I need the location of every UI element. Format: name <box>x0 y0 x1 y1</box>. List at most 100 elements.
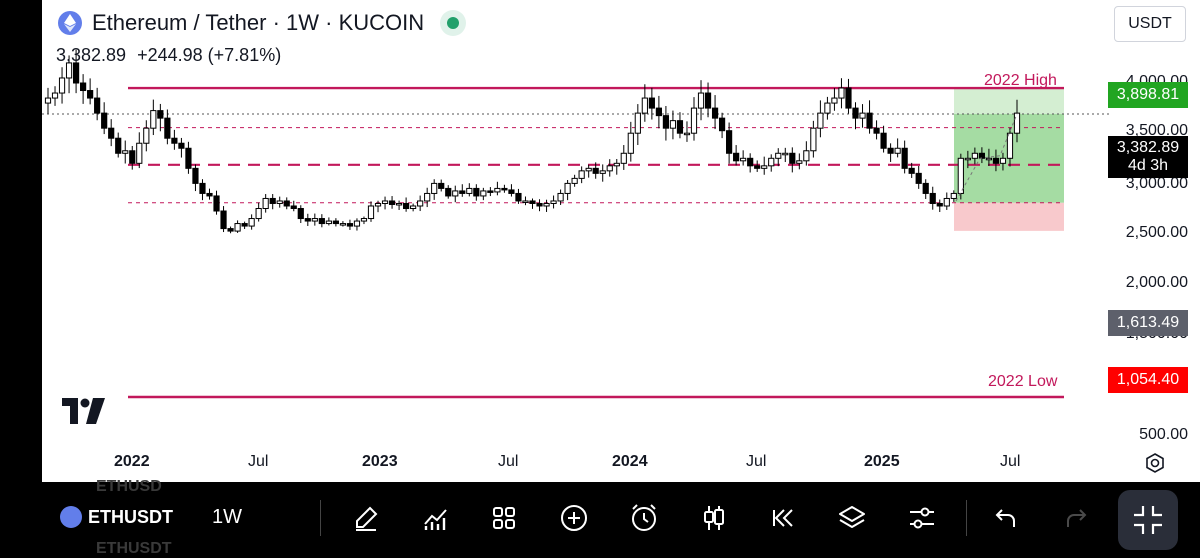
candle-body <box>662 115 670 129</box>
candle-body <box>599 170 606 174</box>
candle-body <box>782 152 789 156</box>
candle-body <box>655 107 662 117</box>
y-tick: 2,500.00 <box>1125 224 1188 241</box>
candle-body <box>754 165 761 169</box>
layers-icon[interactable] <box>836 502 868 534</box>
candle-body <box>318 218 325 225</box>
candles-icon[interactable] <box>698 502 730 534</box>
x-tick: 2024 <box>612 453 648 470</box>
price-tag-last-value: 3,382.89 <box>1116 139 1180 156</box>
x-tick: 2025 <box>864 453 900 470</box>
candle-body <box>669 120 677 129</box>
candle-body <box>936 202 943 207</box>
candle-body <box>522 200 529 203</box>
candle-body <box>424 192 431 202</box>
candle-body <box>803 150 810 162</box>
candle-body <box>627 132 634 154</box>
candle-body <box>578 170 585 179</box>
candle-body <box>80 82 87 92</box>
candle-body <box>838 87 845 99</box>
x-tick: Jul <box>248 453 269 470</box>
candle-body <box>220 210 227 230</box>
candle-body <box>276 200 283 204</box>
candle-body <box>634 112 641 134</box>
candle-body <box>388 200 396 205</box>
candle-body <box>529 200 536 204</box>
candle-body <box>51 92 59 99</box>
candle-body <box>515 192 522 202</box>
candle-body <box>94 97 101 114</box>
candle-body <box>845 87 852 109</box>
candle-body <box>143 127 150 144</box>
candle-body <box>957 157 964 194</box>
redo-icon[interactable] <box>1060 502 1092 534</box>
symbol-button[interactable]: ETHUSDT <box>60 506 173 528</box>
price-change: +244.98 (+7.81%) <box>137 45 282 65</box>
candle-body <box>1013 112 1021 134</box>
candle-body <box>417 200 424 207</box>
candle-body <box>150 110 157 129</box>
templates-icon[interactable] <box>488 502 520 534</box>
candle-body <box>571 177 578 184</box>
pencil-icon[interactable] <box>350 502 382 534</box>
candle-body <box>241 223 248 227</box>
candle-body <box>290 205 297 210</box>
fullscreen-collapse-icon[interactable] <box>1118 490 1178 550</box>
candle-body <box>487 190 494 193</box>
candle-body <box>473 187 480 197</box>
candle-body <box>613 162 620 167</box>
candle-body <box>311 218 318 222</box>
undo-icon[interactable] <box>990 502 1022 534</box>
candle-body <box>648 97 655 109</box>
candle-body <box>761 165 768 169</box>
candle-body <box>690 107 698 134</box>
candle-body <box>410 205 417 210</box>
candle-body <box>789 152 796 164</box>
candle-body <box>508 189 515 194</box>
candle-body <box>304 218 311 222</box>
candle-body <box>908 167 915 174</box>
settings-sliders-icon[interactable] <box>906 502 938 534</box>
candle-body <box>480 190 487 197</box>
candle-body <box>248 218 255 227</box>
candle-body <box>72 62 80 84</box>
add-icon[interactable] <box>558 502 590 534</box>
candle-body <box>831 97 838 104</box>
chart-title: Ethereum / Tether · 1W · KUCOIN <box>92 10 425 35</box>
candle-body <box>873 127 880 134</box>
candle-body <box>367 205 375 220</box>
price-tag-last: 3,382.89 4d 3h <box>1108 136 1188 178</box>
candle-body <box>185 147 192 169</box>
currency-button[interactable]: USDT <box>1114 6 1186 42</box>
candle-body <box>255 208 262 220</box>
x-tick: Jul <box>746 453 767 470</box>
candle-body <box>880 132 887 149</box>
indicators-icon[interactable] <box>420 502 452 534</box>
interval-button[interactable]: 1W <box>212 506 242 528</box>
candle-body <box>374 202 382 207</box>
level-label-low: 2022 Low <box>988 373 1058 390</box>
candle-body <box>360 218 368 222</box>
symbol-ghost-bottom: ETHUSDT <box>96 540 172 557</box>
candle-body <box>620 152 627 164</box>
candle-body <box>852 107 859 119</box>
replay-icon[interactable] <box>768 502 800 534</box>
scale-settings-icon[interactable] <box>1144 452 1166 474</box>
candle-body <box>178 142 185 149</box>
candle-body <box>726 130 733 154</box>
candle-body <box>395 202 403 206</box>
alert-icon[interactable] <box>628 502 660 534</box>
candle-body <box>192 167 199 184</box>
price-chart[interactable] <box>42 0 1200 482</box>
candle-body <box>87 90 94 99</box>
candle-body <box>536 202 543 207</box>
ethereum-logo-icon <box>60 506 82 528</box>
candle-body <box>234 223 241 232</box>
chart-panel[interactable]: Ethereum / Tether · 1W · KUCOIN 3,382.89… <box>42 0 1200 482</box>
candle-body <box>978 152 985 159</box>
candle-body <box>641 97 648 114</box>
candle-body <box>887 147 894 154</box>
candle-body <box>339 223 347 226</box>
price-tag-high: 3,898.81 <box>1108 82 1188 108</box>
candle-body <box>157 110 164 119</box>
